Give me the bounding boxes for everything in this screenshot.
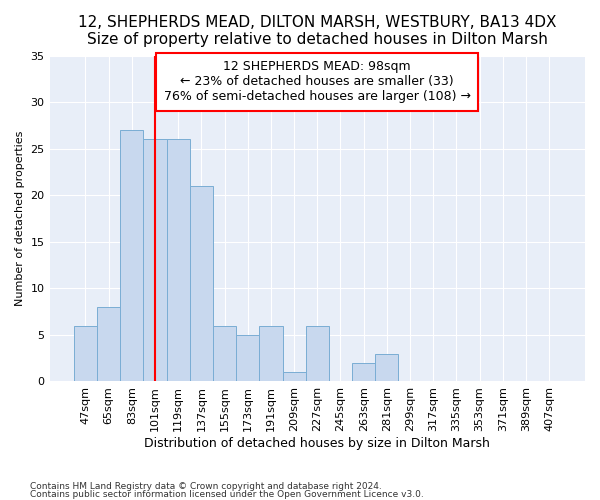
Bar [259, 326, 283, 382]
Bar [74, 326, 97, 382]
Bar [143, 140, 167, 382]
Bar [167, 140, 190, 382]
Bar [236, 335, 259, 382]
Bar [305, 326, 329, 382]
Bar [97, 307, 120, 382]
Bar [120, 130, 143, 382]
Text: Contains public sector information licensed under the Open Government Licence v3: Contains public sector information licen… [30, 490, 424, 499]
Bar [213, 326, 236, 382]
Bar [283, 372, 305, 382]
Y-axis label: Number of detached properties: Number of detached properties [15, 131, 25, 306]
Bar [375, 354, 398, 382]
Title: 12, SHEPHERDS MEAD, DILTON MARSH, WESTBURY, BA13 4DX
Size of property relative t: 12, SHEPHERDS MEAD, DILTON MARSH, WESTBU… [78, 15, 557, 48]
Text: Contains HM Land Registry data © Crown copyright and database right 2024.: Contains HM Land Registry data © Crown c… [30, 482, 382, 491]
X-axis label: Distribution of detached houses by size in Dilton Marsh: Distribution of detached houses by size … [145, 437, 490, 450]
Bar [352, 363, 375, 382]
Bar [190, 186, 213, 382]
Text: 12 SHEPHERDS MEAD: 98sqm
← 23% of detached houses are smaller (33)
76% of semi-d: 12 SHEPHERDS MEAD: 98sqm ← 23% of detach… [164, 60, 471, 104]
